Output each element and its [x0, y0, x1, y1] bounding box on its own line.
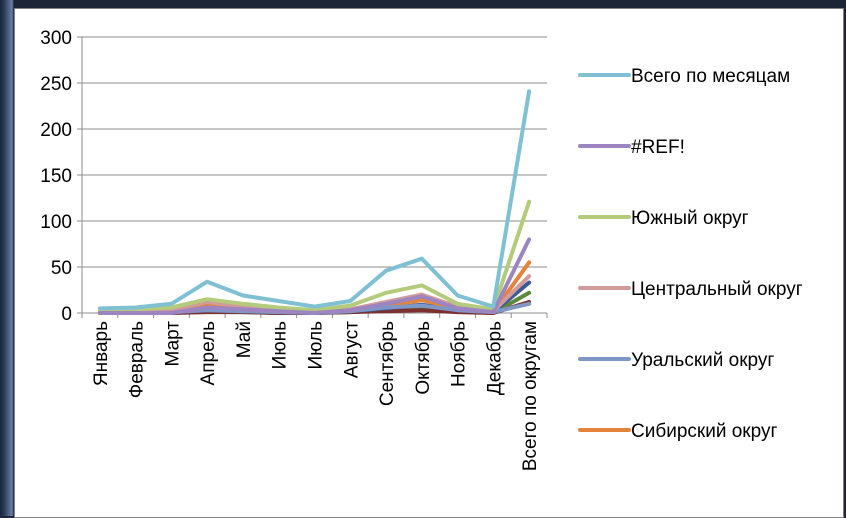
legend-item: Всего по месяцам: [578, 66, 790, 87]
gridlines: [82, 36, 547, 268]
y-tick-label: 200: [40, 120, 72, 141]
legend-label: Уральский округ: [631, 350, 774, 371]
x-tick-label: Ноябрь: [449, 321, 470, 387]
x-tick-label: Декабрь: [484, 321, 505, 395]
legend-label: Центральный округ: [631, 279, 803, 300]
legend-label: #REF!: [631, 137, 685, 158]
axes: [77, 36, 548, 318]
y-tick-label: 250: [40, 74, 72, 95]
x-tick-label: Июль: [306, 321, 327, 370]
x-tick-label: Июнь: [270, 321, 291, 369]
y-tick-label: 300: [40, 28, 72, 49]
y-tick-label: 50: [51, 258, 72, 279]
x-tick-label: Февраль: [127, 321, 148, 398]
y-tick-label: 150: [40, 166, 72, 187]
series-line: [97, 199, 532, 314]
legend-item: Центральный округ: [578, 279, 803, 300]
x-tick-label: Январь: [91, 321, 112, 386]
x-axis-ticks: Январь Февраль Март Апрель Май Июнь Июль Август…: [91, 321, 541, 471]
series-line: [97, 237, 532, 315]
chart-area: 0 50 100 150 200 250 300 Январь Февраль Март Апре…: [14, 8, 844, 518]
x-tick-label: Всего по округам: [520, 321, 541, 471]
line-chart: 0 50 100 150 200 250 300 Январь Февраль Март Апре…: [40, 28, 803, 471]
legend-item: #REF!: [578, 137, 685, 158]
legend-item: Южный округ: [578, 208, 749, 229]
legend-item: Уральский округ: [578, 350, 774, 371]
x-tick-label: Октябрь: [413, 321, 434, 395]
x-tick-label: Май: [234, 321, 255, 358]
series-line: [97, 89, 532, 311]
series-lines: [97, 89, 532, 315]
y-tick-label: 100: [40, 212, 72, 233]
y-axis-ticks: 0 50 100 150 200 250 300: [40, 28, 72, 325]
legend-label: Всего по месяцам: [631, 66, 790, 87]
x-tick-label: Сентябрь: [377, 321, 398, 406]
x-tick-label: Апрель: [198, 321, 219, 386]
x-tick-label: Август: [341, 321, 362, 378]
legend-label: Южный округ: [631, 208, 749, 229]
legend: Всего по месяцам #REF! Южный округ Централь…: [578, 66, 803, 442]
y-tick-label: 0: [61, 304, 72, 325]
legend-label: Сибирский округ: [631, 421, 777, 442]
x-tick-label: Март: [162, 321, 183, 367]
legend-item: Сибирский округ: [578, 421, 777, 442]
